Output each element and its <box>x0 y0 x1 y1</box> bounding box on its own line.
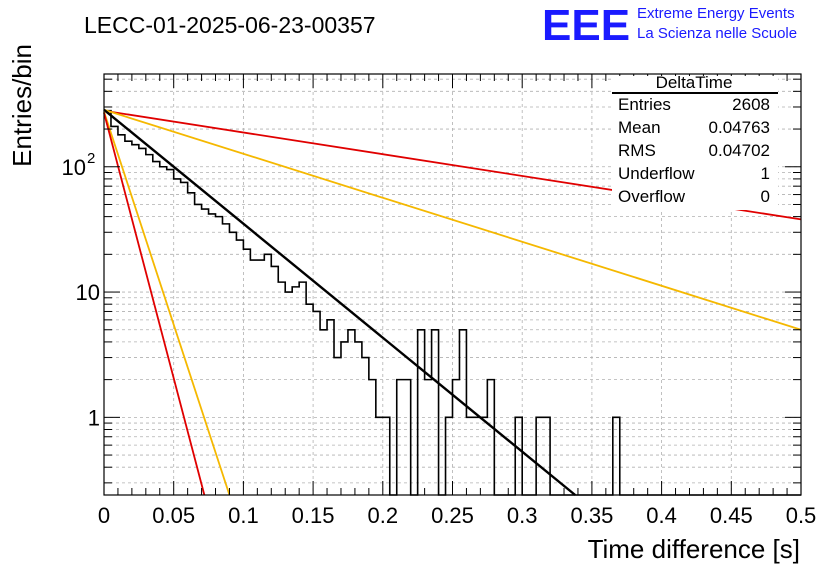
x-tick-label: 0 <box>98 503 110 528</box>
stats-label: Overflow <box>618 187 686 206</box>
stats-label: Mean <box>618 118 661 137</box>
stats-label: Underflow <box>618 164 695 183</box>
x-tick-label: 0.05 <box>152 503 195 528</box>
x-tick-label: 0.45 <box>710 503 753 528</box>
stats-value: 0.04763 <box>709 118 770 137</box>
x-tick-label: 0.15 <box>292 503 335 528</box>
fit-curve-5 <box>103 112 206 496</box>
fit-curve-4 <box>103 111 231 496</box>
y-tick-label: 10 <box>62 155 86 180</box>
histogram-bins <box>104 109 801 496</box>
fit-curve-3 <box>103 108 576 496</box>
stats-value: 0.04702 <box>709 141 770 160</box>
stats-label: Entries <box>618 95 671 114</box>
stats-value: 1 <box>761 164 770 183</box>
histogram-step-line <box>104 109 801 496</box>
x-tick-label: 0.25 <box>431 503 474 528</box>
logo-line2: La Scienza nelle Scuole <box>637 25 797 42</box>
fit-curve-2 <box>103 108 802 331</box>
y-axis-label: Entries/bin <box>7 44 37 167</box>
run-title: LECC-01-2025-06-23-00357 <box>84 12 376 38</box>
axis-ticks: 0 0.05 0.1 0.15 0.2 0.25 0.3 0.35 0.4 0.45 0.51101… <box>62 74 817 528</box>
y-tick-label: 1 <box>88 405 100 430</box>
eee-logo: EEE <box>542 1 630 50</box>
stats-value: 0 <box>761 187 770 206</box>
x-tick-label: 0.3 <box>507 503 538 528</box>
axis-labels: Time difference [s] Entries/bin <box>7 44 800 564</box>
x-tick-label: 0.35 <box>570 503 613 528</box>
x-tick-label: 0.1 <box>228 503 259 528</box>
stats-value: 2608 <box>732 95 770 114</box>
stats-box-title: DeltaTime <box>656 73 733 92</box>
y-tick-label-exponent: 2 <box>87 150 95 167</box>
stats-label: RMS <box>618 141 656 160</box>
logo-line1: Extreme Energy Events <box>637 5 795 22</box>
stats-box-bg <box>612 76 778 210</box>
stats-box: DeltaTime Entries 2608 Mean 0.04763 RMS 0.047… <box>612 73 778 210</box>
x-tick-label: 0.4 <box>646 503 677 528</box>
y-tick-label: 10 <box>76 280 100 305</box>
x-axis-label: Time difference [s] <box>588 534 800 564</box>
x-tick-label: 0.2 <box>368 503 399 528</box>
x-tick-label: 0.5 <box>786 503 817 528</box>
